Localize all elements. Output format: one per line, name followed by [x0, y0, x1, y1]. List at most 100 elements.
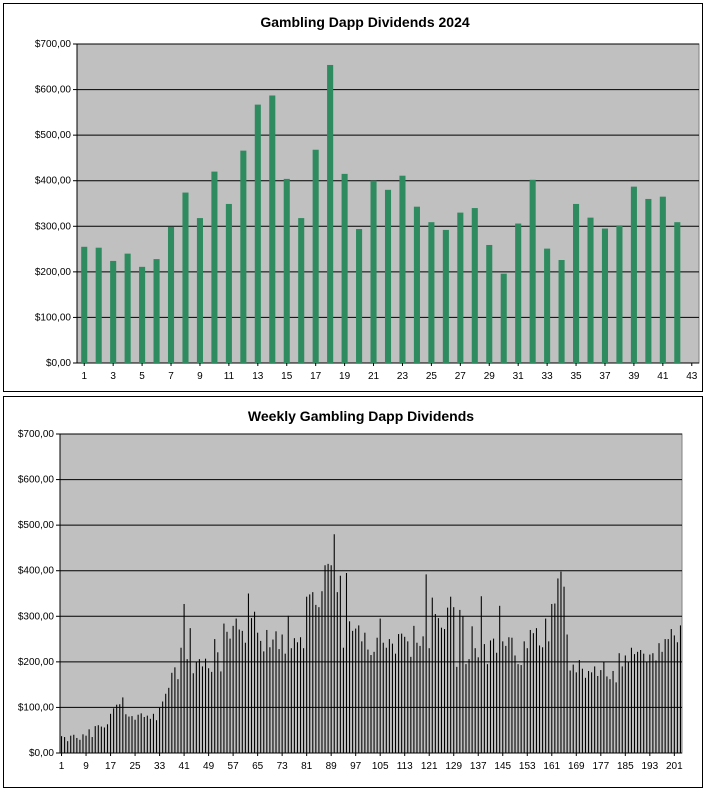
- bar: [211, 171, 218, 363]
- bar: [226, 631, 228, 753]
- bar: [544, 248, 551, 363]
- y-tick-label: $500,00: [18, 520, 55, 531]
- bar: [341, 173, 348, 363]
- bar: [180, 647, 182, 753]
- bar: [263, 651, 265, 753]
- bar: [444, 629, 446, 753]
- bar: [384, 189, 392, 363]
- bar: [612, 670, 614, 753]
- bar: [486, 664, 488, 753]
- bar: [401, 633, 403, 753]
- bar: [182, 192, 189, 363]
- bar: [260, 640, 262, 753]
- y-tick-label: $600,00: [18, 475, 55, 486]
- bar: [240, 150, 247, 363]
- bar: [493, 638, 495, 753]
- bar: [597, 675, 599, 753]
- bar: [205, 658, 207, 753]
- x-tick-label: 49: [203, 761, 215, 772]
- x-tick-label: 37: [599, 371, 611, 382]
- bar: [500, 273, 507, 363]
- chart-title: Weekly Gambling Dapp Dividends: [248, 408, 474, 424]
- bar: [659, 196, 666, 363]
- bar: [269, 95, 276, 363]
- chart-svg-weekly-dividends: Weekly Gambling Dapp Dividends $0,00 $100…: [18, 408, 683, 772]
- bar: [370, 655, 372, 753]
- bar: [174, 667, 176, 753]
- bar: [643, 653, 645, 753]
- bar: [450, 596, 452, 753]
- bar: [241, 630, 243, 753]
- x-tick-label: 89: [326, 761, 338, 772]
- bar: [588, 670, 590, 753]
- bar: [143, 716, 145, 753]
- bar: [113, 708, 115, 753]
- bar: [545, 618, 547, 753]
- bar: [572, 664, 574, 753]
- x-tick-label: 33: [154, 761, 166, 772]
- bar: [548, 641, 550, 753]
- bar: [94, 726, 96, 753]
- bar: [581, 668, 583, 753]
- bar: [247, 593, 249, 753]
- bar: [244, 642, 246, 753]
- bar: [296, 642, 298, 753]
- bar: [434, 614, 436, 753]
- bar: [364, 632, 366, 753]
- bar: [456, 666, 458, 753]
- bar: [508, 637, 510, 753]
- bar: [168, 687, 170, 753]
- bar: [91, 737, 93, 753]
- bar: [399, 175, 406, 363]
- bar: [526, 648, 528, 753]
- bar: [563, 586, 565, 753]
- bar: [630, 186, 637, 363]
- bar: [557, 578, 559, 753]
- bar: [131, 716, 133, 753]
- x-tick-label: 29: [484, 371, 496, 382]
- bar: [198, 659, 200, 753]
- bar: [462, 616, 464, 753]
- y-tick-label: $200,00: [35, 267, 72, 278]
- bar: [330, 565, 332, 753]
- bar: [254, 611, 256, 753]
- bar: [349, 621, 351, 753]
- bar: [67, 741, 69, 753]
- bar: [186, 659, 188, 753]
- bar: [624, 655, 626, 753]
- x-tick-label: 11: [224, 371, 235, 382]
- bar: [318, 607, 320, 753]
- bar: [229, 638, 231, 753]
- bar: [633, 654, 636, 753]
- bar: [413, 206, 420, 363]
- bar: [413, 625, 415, 753]
- bar: [149, 718, 151, 753]
- y-tick-label: $300,00: [35, 221, 72, 232]
- bar: [281, 634, 283, 753]
- x-tick-label: 39: [628, 371, 640, 382]
- x-tick-label: 27: [455, 371, 467, 382]
- bar: [287, 615, 289, 753]
- bar: [416, 642, 418, 753]
- bar: [266, 629, 268, 753]
- bar: [422, 636, 424, 753]
- x-tick-label: 73: [277, 761, 289, 772]
- bar: [542, 647, 544, 753]
- bar: [601, 228, 609, 363]
- bar: [122, 697, 124, 753]
- bar: [673, 635, 675, 753]
- bar: [529, 629, 531, 753]
- bar: [73, 734, 75, 753]
- bar: [106, 724, 109, 753]
- bar: [278, 649, 280, 753]
- bar: [110, 260, 117, 363]
- bar: [153, 259, 160, 363]
- bar: [640, 650, 642, 753]
- x-tick-label: 65: [252, 761, 264, 772]
- bar: [667, 639, 669, 753]
- bar: [486, 244, 493, 363]
- bar: [538, 645, 541, 753]
- y-tick-label: $100,00: [18, 702, 55, 713]
- bar: [587, 217, 594, 363]
- bar: [442, 229, 449, 363]
